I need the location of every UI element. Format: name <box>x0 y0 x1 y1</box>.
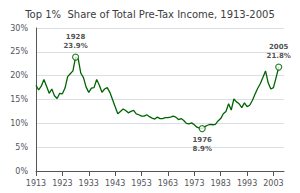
svg-text:1933: 1933 <box>79 179 99 188</box>
svg-text:1973: 1973 <box>184 179 204 188</box>
svg-text:8.9%: 8.9% <box>193 145 212 153</box>
svg-text:1963: 1963 <box>158 179 178 188</box>
svg-text:1976: 1976 <box>192 136 212 144</box>
svg-text:1913: 1913 <box>26 179 46 188</box>
svg-text:2003: 2003 <box>263 179 283 188</box>
svg-text:1983: 1983 <box>211 179 231 188</box>
svg-text:Top 1% Share of Total Pre-Tax: Top 1% Share of Total Pre-Tax Income, 19… <box>24 9 275 20</box>
svg-text:21.8%: 21.8% <box>267 52 291 60</box>
svg-text:20%: 20% <box>10 71 28 80</box>
svg-text:23.9%: 23.9% <box>63 42 87 50</box>
svg-text:10%: 10% <box>10 119 28 128</box>
svg-text:1953: 1953 <box>131 179 151 188</box>
svg-text:1923: 1923 <box>52 179 72 188</box>
svg-text:25%: 25% <box>10 47 28 56</box>
svg-text:2005: 2005 <box>269 43 289 51</box>
svg-text:1943: 1943 <box>105 179 125 188</box>
svg-text:15%: 15% <box>10 95 28 104</box>
svg-text:1928: 1928 <box>66 33 86 41</box>
svg-text:30%: 30% <box>10 24 28 33</box>
svg-text:0%: 0% <box>15 167 28 176</box>
svg-text:5%: 5% <box>15 143 28 152</box>
svg-text:1993: 1993 <box>237 179 257 188</box>
